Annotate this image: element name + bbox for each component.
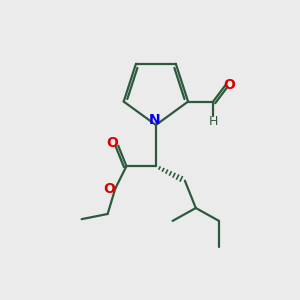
Text: O: O <box>103 182 115 196</box>
Text: O: O <box>223 78 235 92</box>
Text: H: H <box>208 115 218 128</box>
Text: O: O <box>106 136 118 150</box>
Text: N: N <box>148 113 160 127</box>
